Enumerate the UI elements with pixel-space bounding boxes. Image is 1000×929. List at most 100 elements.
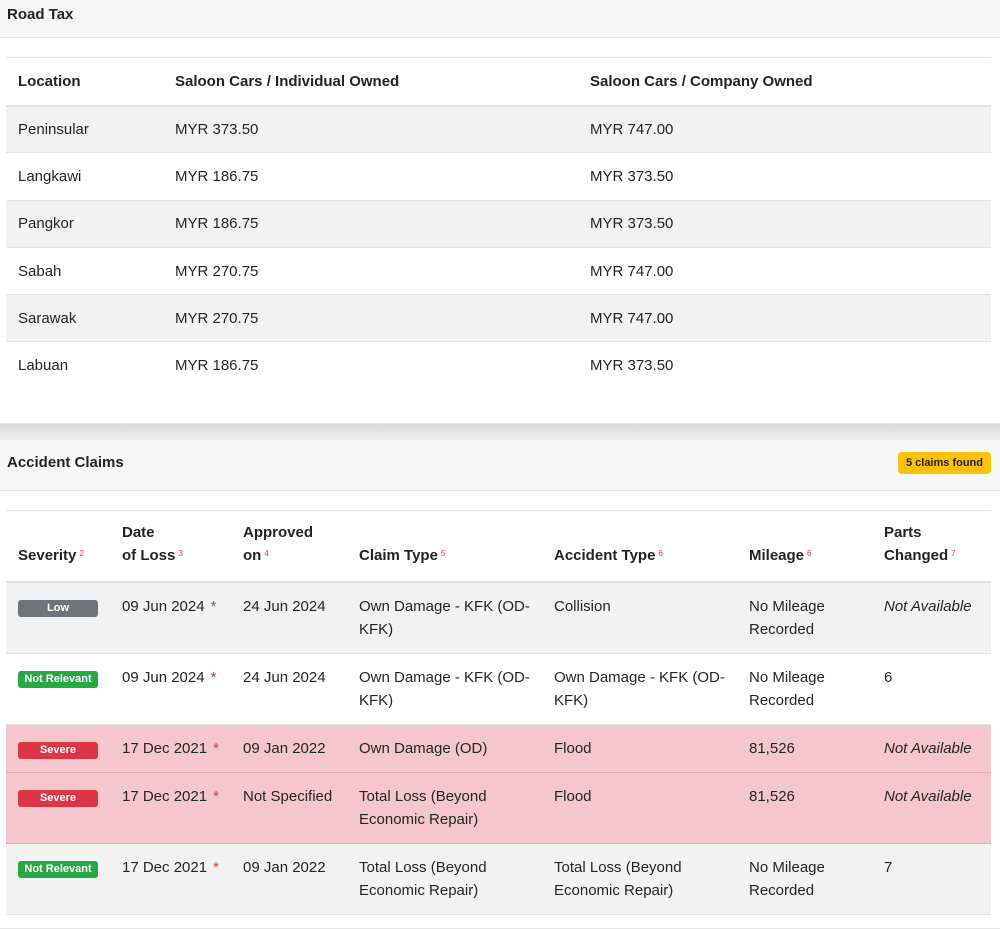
column-header: Accident Type 6 (542, 510, 737, 583)
road-tax-title: Road Tax (7, 6, 74, 23)
claim-type-cell: Total Loss (Beyond Economic Repair) (347, 843, 542, 915)
footnote-marker: 6 (658, 548, 663, 558)
road-tax-header-row: Location Saloon Cars / Individual Owned … (6, 57, 991, 107)
column-header-line1: Date (122, 523, 155, 541)
road-tax-header: Road Tax (0, 0, 1000, 38)
accident-claims-header: Accident Claims 5 claims found (0, 440, 1000, 491)
accident-claims-card: Accident Claims 5 claims found Severity 2… (0, 440, 1000, 929)
approved-on-cell: 09 Jan 2022 (231, 724, 347, 773)
column-header-line2: Mileage (749, 546, 805, 564)
date-of-loss-cell: 17 Dec 2021 * (110, 724, 231, 773)
individual-owned-cell: MYR 186.75 (175, 357, 259, 375)
accident-type-cell: Flood (542, 772, 737, 844)
claim-type-cell: Total Loss (Beyond Economic Repair) (347, 772, 542, 844)
required-marker: * (213, 739, 219, 757)
parts-changed-cell: Not Available (872, 724, 991, 773)
column-header-line2: Claim Type (359, 546, 438, 564)
location-cell: Pangkor (6, 200, 163, 248)
mileage-cell: No Mileage Recorded (737, 581, 872, 654)
individual-owned-cell: MYR 270.75 (163, 247, 578, 296)
mileage-cell: 81,526 (737, 724, 872, 773)
location-cell: Langkawi (6, 152, 163, 201)
claim-type-cell: Own Damage (OD) (347, 724, 542, 773)
footnote-marker: 6 (807, 548, 812, 558)
column-header-line2: Changed (884, 546, 949, 564)
approved-on-cell: Not Specified (231, 772, 347, 844)
claim-row: Severe 17 Dec 2021 * Not Specified Total Los… (6, 772, 991, 844)
date-of-loss: 09 Jun 2024 (122, 597, 205, 615)
mileage-cell: No Mileage Recorded (737, 653, 872, 725)
claim-row: Not Relevant 09 Jun 2024 * 24 Jun 2024 Own D… (6, 653, 991, 725)
table-row: Labuan MYR 186.75 MYR 373.50 (6, 342, 991, 389)
column-header: Parts Changed 7 (872, 510, 991, 583)
parts-changed-cell: 6 (872, 653, 991, 725)
location-cell: Peninsular (6, 105, 163, 154)
date-of-loss: 17 Dec 2021 (122, 787, 208, 805)
mileage-cell: 81,526 (737, 772, 872, 844)
table-row: Pangkor MYR 186.75 MYR 373.50 (6, 200, 991, 248)
accident-claims-title: Accident Claims (7, 454, 124, 471)
claim-row: Not Relevant 17 Dec 2021 * 09 Jan 2022 Total… (6, 843, 991, 915)
parts-changed-cell: 7 (872, 843, 991, 915)
location-cell: Sarawak (6, 294, 163, 343)
required-marker: * (213, 858, 219, 876)
company-owned-cell: MYR 373.50 (578, 200, 991, 248)
claim-type-cell: Own Damage - KFK (OD-KFK) (347, 653, 542, 725)
company-owned-cell: MYR 373.50 (578, 152, 991, 201)
severity-badge: Severe (18, 741, 98, 759)
column-header-company-owned: Saloon Cars / Company Owned (578, 57, 991, 107)
column-header-location: Location (6, 57, 163, 107)
table-row: Sabah MYR 270.75 MYR 747.00 (6, 247, 991, 296)
parts-changed-cell: Not Available (872, 772, 991, 844)
claim-row: Low 09 Jun 2024 * 24 Jun 2024 Own Damage - K… (6, 581, 991, 654)
parts-changed-cell: Not Available (872, 581, 991, 654)
footnote-marker: 5 (440, 548, 446, 558)
table-row: Peninsular MYR 373.50 MYR 747.00 (6, 105, 991, 154)
mileage-cell: No Mileage Recorded (737, 843, 872, 915)
road-tax-card: Road Tax Location Saloon Cars / Individu… (0, 0, 1000, 424)
column-header: Date of Loss 3 (110, 510, 231, 583)
column-header: Severity 2 (6, 510, 110, 583)
accident-type-cell: Own Damage - KFK (OD-KFK) (542, 653, 737, 725)
accident-claims-table: Severity 2 Date of Loss 3 Approved on 4 Claim Ty… (6, 510, 991, 915)
accident-type-cell: Total Loss (Beyond Economic Repair) (542, 843, 737, 915)
column-header-individual-owned: Saloon Cars / Individual Owned (163, 57, 578, 107)
column-header-line2: Severity (18, 546, 77, 564)
date-of-loss-cell: 17 Dec 2021 * (110, 843, 231, 915)
severity-cell: Low (6, 581, 110, 654)
individual-owned-cell: MYR 186.75 (163, 200, 578, 248)
date-of-loss-cell: 09 Jun 2024 * (110, 653, 231, 725)
claims-count-badge: 5 claims found (897, 452, 991, 474)
approved-on-cell: 24 Jun 2024 (231, 581, 347, 654)
column-header: Approved on 4 (231, 510, 347, 583)
required-marker: * (210, 597, 217, 615)
road-tax-table: Location Saloon Cars / Individual Owned … (6, 57, 991, 389)
footnote-marker: 7 (951, 548, 956, 558)
approved-on-cell: 24 Jun 2024 (231, 653, 347, 725)
severity-badge: Not Relevant (18, 860, 98, 878)
severity-cell: Severe (6, 724, 110, 773)
location-cell: Sabah (6, 247, 163, 296)
table-row: Langkawi MYR 186.75 MYR 373.50 (6, 152, 991, 201)
column-header: Claim Type 5 (347, 510, 542, 583)
table-row: Sarawak MYR 270.75 MYR 747.00 (6, 294, 991, 343)
claims-header-row: Severity 2 Date of Loss 3 Approved on 4 Claim Ty… (6, 510, 991, 583)
column-header-line1: Parts (884, 523, 922, 541)
severity-badge: Not Relevant (18, 670, 98, 688)
date-of-loss: 09 Jun 2024 (122, 668, 205, 686)
company-owned-cell: MYR 747.00 (578, 105, 991, 154)
location-cell: Labuan (18, 357, 69, 375)
severity-cell: Not Relevant (6, 653, 110, 725)
footnote-marker: 4 (264, 548, 269, 558)
column-header-line2: on (243, 546, 262, 564)
footnote-marker: 3 (178, 548, 183, 558)
date-of-loss-cell: 17 Dec 2021 * (110, 772, 231, 844)
required-marker: * (210, 668, 217, 686)
accident-type-cell: Flood (542, 724, 737, 773)
approved-on-cell: 09 Jan 2022 (231, 843, 347, 915)
company-owned-cell: MYR 747.00 (578, 294, 991, 343)
claim-row: Severe 17 Dec 2021 * 09 Jan 2022 Own Damage … (6, 724, 991, 773)
column-header-line1: Approved (243, 523, 314, 541)
severity-cell: Severe (6, 772, 110, 844)
severity-badge: Low (18, 599, 98, 617)
